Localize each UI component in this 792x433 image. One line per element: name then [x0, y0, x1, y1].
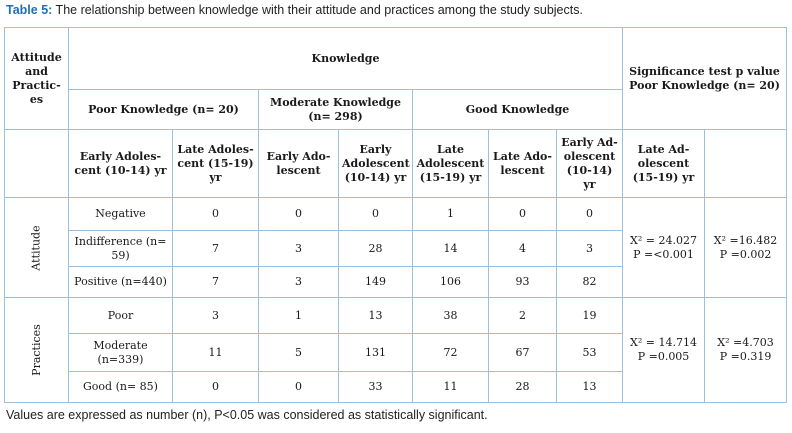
- p-value: P =<0.001: [633, 247, 694, 261]
- value-cell: 82: [555, 266, 624, 298]
- good-knowledge-header: Good Knowledge: [411, 89, 624, 130]
- data-table: Attitude and Practic-es Knowledge Signif…: [4, 27, 788, 403]
- value-cell: 1: [412, 197, 489, 231]
- row-label: Poor: [68, 297, 173, 334]
- moderate-knowledge-header: Moderate Knowledge (n= 298): [258, 89, 413, 130]
- chi-square-value: X² = 14.714: [630, 336, 697, 349]
- value-cell: 0: [555, 197, 624, 231]
- value-cell: 7: [172, 266, 259, 298]
- poor-knowledge-header: Poor Knowledge (n= 20): [68, 89, 259, 130]
- value-cell: 3: [555, 230, 624, 267]
- p-value: P =0.319: [719, 350, 772, 363]
- table-row: Attitude Negative 0 0 0 1 0 0 X² = 24.02…: [4, 197, 788, 298]
- section-label-cell: Practices: [4, 297, 69, 403]
- row-label: Moderate (n=339): [68, 333, 173, 372]
- row-label: Positive (n=440): [68, 266, 173, 298]
- value-cell: 93: [488, 266, 557, 298]
- value-cell: 19: [555, 297, 624, 334]
- table-number-label: Table 5:: [6, 3, 53, 17]
- value-cell: 28: [488, 371, 557, 403]
- value-cell: 2: [488, 297, 557, 334]
- value-cell: 3: [258, 230, 339, 267]
- table-row: Moderate (n=339) 11 5 131 72 67 53: [5, 333, 787, 372]
- subheader-cell: Late Ad-olescent (15-19) yr: [622, 129, 706, 198]
- value-cell: 13: [338, 297, 413, 334]
- value-cell: 67: [488, 333, 557, 372]
- table-caption: Table 5: The relationship between knowle…: [6, 3, 786, 18]
- value-cell: 0: [258, 371, 339, 403]
- subheader-cell: Early Adolescent (10-14) yr: [338, 129, 413, 198]
- row-label: Good (n= 85): [68, 371, 173, 403]
- table-row: Good (n= 85) 0 0 33 11 28 13: [5, 371, 787, 403]
- value-cell: 38: [412, 297, 489, 334]
- value-cell: 5: [258, 333, 339, 372]
- chi-square-value: X² =4.703: [717, 336, 774, 349]
- value-cell: 72: [412, 333, 489, 372]
- value-cell: 3: [172, 297, 259, 334]
- significance-header: Significance test p value Poor Knowledge…: [622, 27, 788, 130]
- section-label: Practices: [29, 324, 43, 376]
- table-footnote: Values are expressed as number (n), P<0.…: [6, 408, 488, 422]
- value-cell: 0: [338, 197, 413, 231]
- value-cell: 53: [555, 333, 624, 372]
- section-label: Attitude: [29, 224, 43, 271]
- row-label: Indifference (n= 59): [68, 230, 173, 267]
- value-cell: 33: [338, 371, 413, 403]
- value-cell: 11: [412, 371, 489, 403]
- value-cell: 14: [412, 230, 489, 267]
- table-row: Indifference (n= 59) 7 3 28 14 4 3: [5, 230, 787, 267]
- value-cell: 13: [555, 371, 624, 403]
- subheader-cell: Late Adoles-cent (15-19) yr: [172, 129, 259, 198]
- header-row-2: Poor Knowledge (n= 20) Moderate Knowledg…: [5, 89, 787, 130]
- subheader-empty-cell: [704, 129, 788, 198]
- value-cell: 106: [412, 266, 489, 298]
- value-cell: 11: [172, 333, 259, 372]
- subheader-cell: Early Ado-lescent: [258, 129, 339, 198]
- table-row: Practices Poor 3 1 13 38 2 19 X² = 14.71…: [4, 297, 788, 403]
- chi-square-value: X² = 24.027: [630, 233, 697, 247]
- value-cell: 4: [488, 230, 557, 267]
- value-cell: 0: [258, 197, 339, 231]
- subheader-cell: Early Adoles-cent (10-14) yr: [68, 129, 173, 198]
- header-row-3: Early Adoles-cent (10-14) yr Late Adoles…: [4, 129, 788, 198]
- value-cell: 1: [258, 297, 339, 334]
- subheader-cell: Late Ado-lescent: [488, 129, 557, 198]
- value-cell: 131: [338, 333, 413, 372]
- subheader-cell: Early Ad-olescent (10-14) yr: [555, 129, 624, 198]
- significance-cell: X² = 24.027 P =<0.001: [622, 197, 706, 298]
- section-label-cell: Attitude: [4, 197, 69, 298]
- value-cell: 7: [172, 230, 259, 267]
- table-caption-text: The relationship between knowledge with …: [52, 3, 583, 17]
- subheader-cell: Late Adolescent (15-19) yr: [412, 129, 489, 198]
- p-value: P =0.005: [637, 350, 690, 363]
- table-row: Positive (n=440) 7 3 149 106 93 82: [5, 266, 787, 298]
- chi-square-value: X² =16.482: [713, 233, 778, 247]
- knowledge-header: Knowledge: [67, 27, 624, 90]
- value-cell: 0: [172, 371, 259, 403]
- p-value: P =0.002: [719, 247, 772, 261]
- attitude-practices-header: Attitude and Practic-es: [4, 27, 69, 130]
- significance-cell: X² =4.703 P =0.319: [704, 297, 788, 403]
- corner-empty-cell: [4, 129, 69, 198]
- value-cell: 149: [338, 266, 413, 298]
- value-cell: 0: [172, 197, 259, 231]
- value-cell: 0: [488, 197, 557, 231]
- significance-cell: X² = 14.714 P =0.005: [622, 297, 706, 403]
- value-cell: 3: [258, 266, 339, 298]
- header-row-1: Attitude and Practic-es Knowledge Signif…: [4, 27, 788, 130]
- significance-cell: X² =16.482 P =0.002: [704, 197, 788, 298]
- value-cell: 28: [338, 230, 413, 267]
- row-label: Negative: [68, 197, 173, 231]
